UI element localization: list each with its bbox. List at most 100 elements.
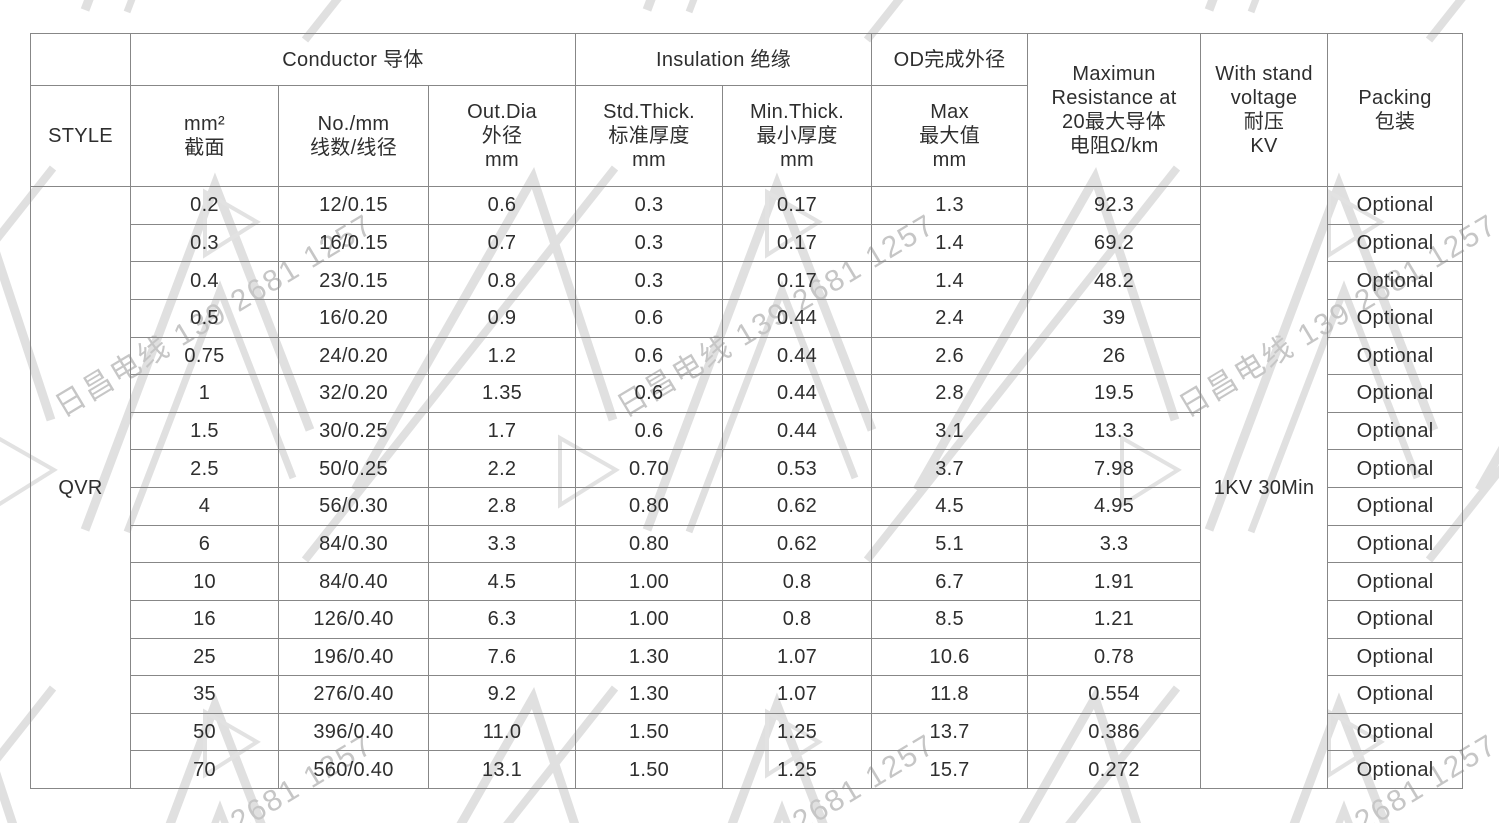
table-row: 1 32/0.20 1.35 0.6 0.44 2.8 19.5 Optional: [31, 374, 1464, 413]
table-row: 6 84/0.30 3.3 0.80 0.62 5.1 3.3 Optional: [31, 524, 1464, 564]
cell-minthick: 0.44: [722, 374, 873, 413]
cell-resistance: 19.5: [1027, 374, 1202, 413]
header-conductor-group: Conductor 导体: [129, 33, 577, 86]
cell-minthick: 1.07: [722, 675, 873, 714]
header-od-group: OD完成外径: [871, 33, 1029, 86]
cell-resistance: 4.95: [1027, 487, 1202, 526]
header-insulation-group: Insulation 绝缘: [575, 33, 873, 86]
cell-outdia: 9.2: [427, 675, 577, 714]
corner-cell: [30, 33, 131, 86]
cell-max: 10.6: [871, 637, 1029, 677]
cell-max: 6.7: [871, 562, 1029, 601]
cell-resistance: 3.3: [1027, 524, 1202, 564]
cell-resistance: 1.21: [1027, 599, 1202, 639]
cell-minthick: 0.8: [722, 599, 873, 639]
cell-stdthick: 0.3: [575, 261, 724, 300]
table-row: 0.75 24/0.20 1.2 0.6 0.44 2.6 26 Optional: [31, 336, 1464, 376]
cell-resistance: 48.2: [1027, 261, 1202, 300]
cell-max: 11.8: [871, 675, 1029, 714]
cable-spec-table: Conductor 导体 Insulation 绝缘 OD完成外径 Maximu…: [30, 33, 1464, 789]
table-body: QVR 0.2 12/0.15 0.6 0.3 0.17 1.3 92.3 1KV 30Min O…: [30, 186, 1464, 789]
cell-mm2: 1: [130, 374, 279, 413]
cell-outdia: 1.2: [427, 336, 577, 376]
cell-no-mm: 32/0.20: [278, 374, 429, 413]
cell-no-mm: 23/0.15: [278, 261, 429, 300]
cell-resistance: 0.78: [1027, 637, 1202, 677]
cell-no-mm: 16/0.20: [278, 298, 429, 338]
cell-mm2: 0.2: [130, 186, 279, 225]
cell-minthick: 0.17: [722, 223, 873, 263]
cell-stdthick: 0.70: [575, 449, 724, 488]
cell-outdia: 0.8: [427, 261, 577, 300]
header-outdia: Out.Dia 外径 mm: [427, 85, 577, 187]
cell-outdia: 1.7: [427, 411, 577, 451]
header-stdthick: Std.Thick. 标准厚度 mm: [575, 85, 724, 187]
table-row: 10 84/0.40 4.5 1.00 0.8 6.7 1.91 Optional: [31, 562, 1464, 601]
cell-max: 1.4: [871, 261, 1029, 300]
cell-no-mm: 30/0.25: [278, 411, 429, 451]
table-row: 4 56/0.30 2.8 0.80 0.62 4.5 4.95 Optional: [31, 487, 1464, 526]
cell-outdia: 3.3: [427, 524, 577, 564]
header-style: STYLE: [30, 85, 131, 187]
cell-packing: Optional: [1327, 562, 1464, 601]
cell-no-mm: 16/0.15: [278, 223, 429, 263]
cell-outdia: 11.0: [427, 712, 577, 752]
cell-stdthick: 1.50: [575, 712, 724, 752]
cell-mm2: 0.4: [130, 261, 279, 300]
cell-minthick: 0.44: [722, 298, 873, 338]
cell-packing: Optional: [1327, 261, 1464, 300]
cell-mm2: 4: [130, 487, 279, 526]
cell-mm2: 1.5: [130, 411, 279, 451]
cell-stdthick: 0.6: [575, 336, 724, 376]
cell-packing: Optional: [1327, 449, 1464, 488]
cell-packing: Optional: [1327, 712, 1464, 752]
cell-packing: Optional: [1327, 186, 1464, 225]
cell-max: 1.3: [871, 186, 1029, 225]
cell-packing: Optional: [1327, 374, 1464, 413]
cell-mm2: 70: [130, 750, 279, 789]
cell-max: 8.5: [871, 599, 1029, 639]
cell-outdia: 7.6: [427, 637, 577, 677]
table-row: 25 196/0.40 7.6 1.30 1.07 10.6 0.78 Optional: [31, 637, 1464, 677]
cell-stdthick: 0.3: [575, 223, 724, 263]
header-packing: Packing 包装: [1327, 33, 1464, 187]
cell-stdthick: 1.00: [575, 599, 724, 639]
cell-stdthick: 0.6: [575, 411, 724, 451]
cell-mm2: 2.5: [130, 449, 279, 488]
cell-withstand-value: 1KV 30Min: [1200, 186, 1329, 789]
cell-packing: Optional: [1327, 750, 1464, 789]
cell-max: 15.7: [871, 750, 1029, 789]
cell-no-mm: 196/0.40: [278, 637, 429, 677]
cell-resistance: 0.554: [1027, 675, 1202, 714]
header-minthick: Min.Thick. 最小厚度 mm: [722, 85, 873, 187]
cell-outdia: 0.9: [427, 298, 577, 338]
cell-stdthick: 0.3: [575, 186, 724, 225]
cell-stdthick: 1.30: [575, 675, 724, 714]
cell-mm2: 6: [130, 524, 279, 564]
cell-resistance: 7.98: [1027, 449, 1202, 488]
cell-outdia: 13.1: [427, 750, 577, 789]
cell-resistance: 39: [1027, 298, 1202, 338]
cell-stdthick: 0.80: [575, 524, 724, 564]
table-row: QVR 0.2 12/0.15 0.6 0.3 0.17 1.3 92.3 1KV 30Min O…: [30, 186, 1464, 789]
cell-no-mm: 84/0.30: [278, 524, 429, 564]
cell-no-mm: 126/0.40: [278, 599, 429, 639]
cell-mm2: 10: [130, 562, 279, 601]
table-row: 35 276/0.40 9.2 1.30 1.07 11.8 0.554 Optional: [31, 675, 1464, 714]
table-row: 50 396/0.40 11.0 1.50 1.25 13.7 0.386 Optional: [31, 712, 1464, 752]
cell-stdthick: 1.00: [575, 562, 724, 601]
cell-max: 1.4: [871, 223, 1029, 263]
cell-outdia: 0.7: [427, 223, 577, 263]
cell-stdthick: 0.6: [575, 374, 724, 413]
cell-style-value: QVR: [30, 186, 131, 789]
cell-stdthick: 0.80: [575, 487, 724, 526]
cell-packing: Optional: [1327, 336, 1464, 376]
cell-mm2: 0.5: [130, 298, 279, 338]
cell-resistance: 13.3: [1027, 411, 1202, 451]
cell-no-mm: 50/0.25: [278, 449, 429, 488]
cell-packing: Optional: [1327, 223, 1464, 263]
header-no-mm: No./mm 线数/线径: [278, 85, 429, 187]
cell-no-mm: 56/0.30: [278, 487, 429, 526]
cell-packing: Optional: [1327, 637, 1464, 677]
